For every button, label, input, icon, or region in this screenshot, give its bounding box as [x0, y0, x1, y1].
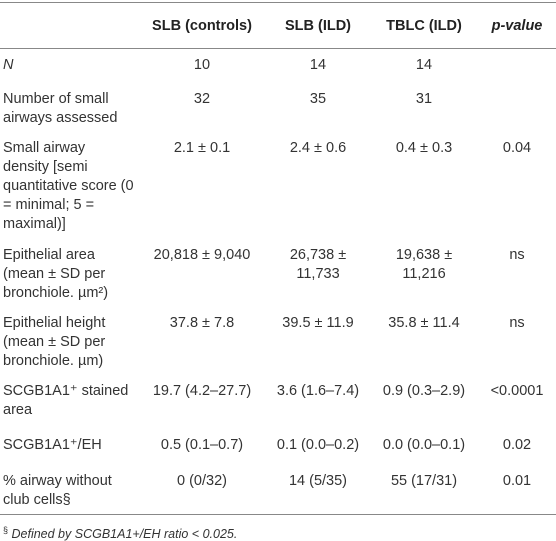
table-cell: 26,738 ± 11,733	[289, 246, 347, 282]
header-cell: SLB (controls)	[138, 2, 266, 49]
table-cell: 0.01	[502, 472, 532, 489]
table-row: SCGB1A1⁺/EH 0.5 (0.1–0.7) 0.1 (0.0–0.2) 0.0…	[0, 429, 556, 465]
table-cell	[478, 49, 556, 83]
table-cell: 0.02	[502, 436, 532, 453]
table-cell: 31	[415, 90, 433, 107]
row-label: Epithelial area (mean ± SD per bronchiol…	[3, 246, 109, 301]
row-label: SCGB1A1⁺ stained area	[3, 382, 129, 418]
row-label: Number of small airways assessed	[3, 90, 118, 126]
header-cell	[0, 2, 138, 49]
table-cell: 20,818 ± 9,040	[153, 246, 251, 263]
table-cell: 35.8 ± 11.4	[388, 314, 460, 331]
header-cell: TBLC (ILD)	[370, 2, 478, 49]
table-cell: 39.5 ± 11.9	[282, 314, 354, 331]
table-cell: 14	[309, 57, 327, 73]
table-cell	[478, 83, 556, 132]
table-cell: 0 (0/32)	[177, 472, 227, 489]
table-cell: 2.4 ± 0.6	[289, 139, 347, 156]
table-cell: ns	[509, 314, 525, 331]
table-cell: 19.7 (4.2–27.7)	[152, 382, 252, 399]
row-label: SCGB1A1⁺/EH	[3, 436, 102, 453]
table-row: Number of small airways assessed 32 35 31	[0, 83, 556, 132]
table-cell: 19,638 ± 11,216	[395, 246, 453, 282]
table-cell: 10	[193, 57, 211, 73]
table-row: Epithelial area (mean ± SD per bronchiol…	[0, 239, 556, 307]
table-row: Small airway density [semi quantitative …	[0, 132, 556, 239]
row-label: Epithelial height (mean ± SD per bronchi…	[3, 314, 106, 369]
table-cell: 14	[415, 57, 433, 73]
table-row: SCGB1A1⁺ stained area 19.7 (4.2–27.7) 3.6 …	[0, 375, 556, 429]
table-row: % airway without club cells§ 0 (0/32) 14 (…	[0, 465, 556, 515]
table-cell: 37.8 ± 7.8	[169, 314, 235, 331]
table-cell: 0.1 (0.0–0.2)	[276, 436, 360, 453]
footnote-text: Defined by SCGB1A1+/EH ratio < 0.025.	[11, 526, 238, 541]
table-cell: 35	[309, 90, 327, 107]
footnote: § Defined by SCGB1A1+/EH ratio < 0.025.	[0, 525, 556, 541]
table-cell: 32	[193, 90, 211, 107]
table-cell: 2.1 ± 0.1	[173, 139, 231, 156]
table-cell: ns	[509, 246, 525, 263]
header-cell: SLB (ILD)	[266, 2, 370, 49]
table-body: N 10 14 14 Number of small airways assessed 3…	[0, 49, 556, 515]
table-cell: <0.0001	[490, 382, 544, 399]
table-cell: 55 (17/31)	[390, 472, 458, 489]
table-cell: 3.6 (1.6–7.4)	[276, 382, 360, 399]
header-cell: p-value	[478, 2, 556, 49]
row-label: N	[3, 57, 14, 73]
row-label: % airway without club cells§	[3, 472, 112, 508]
table-cell: 0.04	[502, 139, 532, 156]
footnote-mark: §	[3, 524, 9, 535]
table-cell: 0.9 (0.3–2.9)	[382, 382, 466, 399]
table-cell: 0.0 (0.0–0.1)	[382, 436, 466, 453]
table-cell: 0.4 ± 0.3	[395, 139, 453, 156]
data-table: SLB (controls) SLB (ILD) TBLC (ILD) p-value…	[0, 2, 556, 515]
table-cell: 14 (5/35)	[288, 472, 348, 489]
row-label: Small airway density [semi quantitative …	[3, 139, 134, 232]
table-cell: 0.5 (0.1–0.7)	[160, 436, 244, 453]
header-row: SLB (controls) SLB (ILD) TBLC (ILD) p-value	[0, 2, 556, 49]
table-row: N 10 14 14	[0, 49, 556, 83]
table-row: Epithelial height (mean ± SD per bronchi…	[0, 307, 556, 375]
